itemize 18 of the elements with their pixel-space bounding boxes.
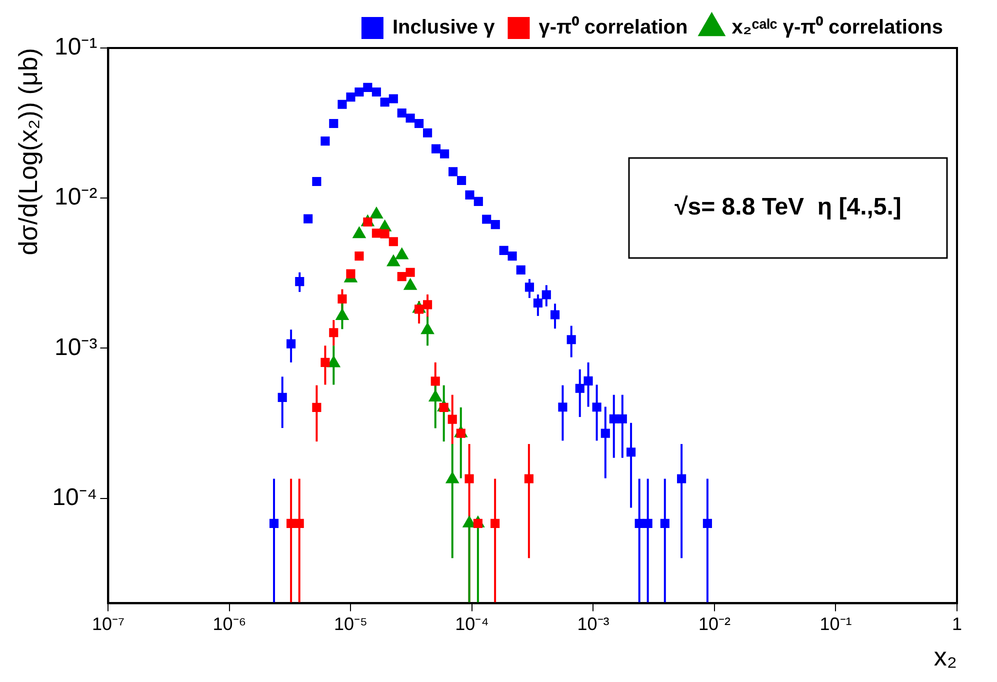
- x-tick-label: 10⁻³: [577, 614, 610, 634]
- annotation: √s= 8.8 TeV η [4.,5.]: [674, 194, 902, 221]
- x-axis-title: x₂: [934, 642, 957, 672]
- legend-label: Inclusive γ: [392, 16, 496, 39]
- y-tick-label: 10⁻⁴: [52, 484, 98, 511]
- y-tick-label: 10⁻¹: [54, 34, 98, 61]
- legend-label: x₂ᶜᵃˡᶜ γ-π⁰ correlations: [732, 16, 944, 39]
- x-tick-label: 10⁻¹: [820, 614, 852, 634]
- x-tick-label: 10⁻⁷: [92, 614, 124, 634]
- x-tick-label: 1: [952, 614, 962, 634]
- legend-label: γ-π⁰ correlation: [538, 16, 688, 39]
- x-tick-label: 10⁻⁵: [334, 614, 368, 634]
- y-tick-label: 10⁻³: [54, 334, 98, 361]
- x-tick-label: 10⁻⁴: [455, 614, 489, 634]
- y-tick-label: 10⁻²: [54, 184, 98, 211]
- y-axis-title: dσ/d(Log(x₂)) (μb): [12, 48, 43, 256]
- x-tick-label: 10⁻⁶: [212, 614, 246, 634]
- x-tick-label: 10⁻²: [698, 614, 730, 634]
